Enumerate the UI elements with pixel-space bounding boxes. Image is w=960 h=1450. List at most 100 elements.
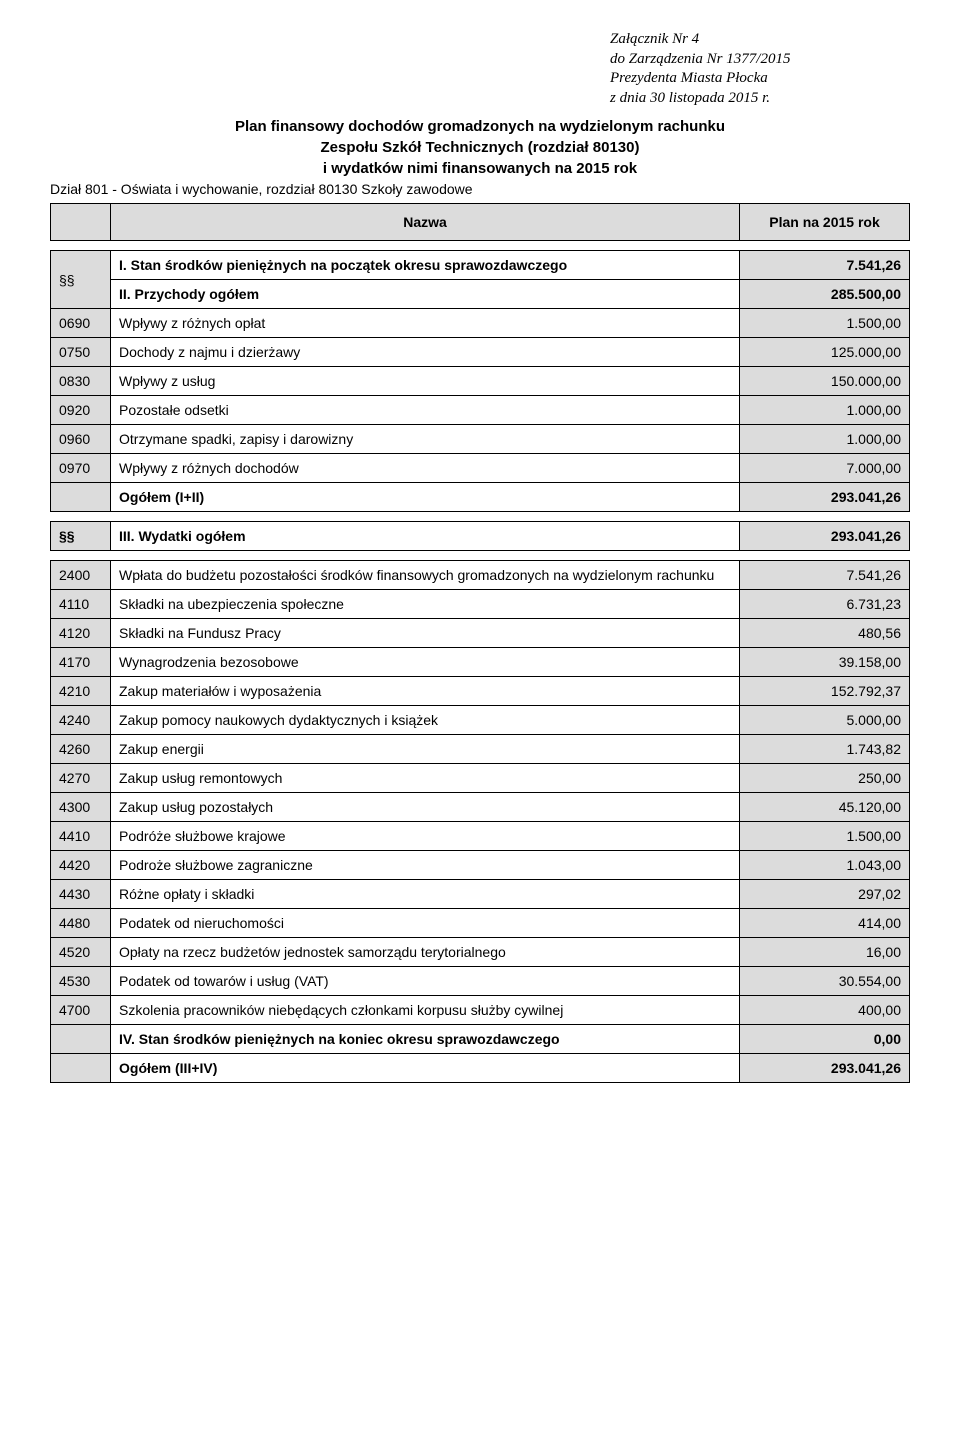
- row-name: Zakup usług pozostałych: [111, 793, 740, 822]
- row-code: 4240: [51, 706, 111, 735]
- iv-empty: [51, 1025, 111, 1054]
- row-name: Zakup pomocy naukowych dydaktycznych i k…: [111, 706, 740, 735]
- dept-line: Dział 801 - Oświata i wychowanie, rozdzi…: [50, 181, 910, 197]
- row-name: Składki na Fundusz Pracy: [111, 619, 740, 648]
- table-header-row: Nazwa Plan na 2015 rok: [51, 204, 910, 241]
- doc-title: Plan finansowy dochodów gromadzonych na …: [50, 116, 910, 179]
- table-row: 0920Pozostałe odsetki1.000,00: [51, 396, 910, 425]
- section-value: 285.500,00: [740, 280, 910, 309]
- row-name: Podroże służbowe zagraniczne: [111, 851, 740, 880]
- section-code: §§: [51, 251, 111, 309]
- section-label: I. Stan środków pieniężnych na początek …: [111, 251, 740, 280]
- row-value: 7.000,00: [740, 454, 910, 483]
- row-value: 400,00: [740, 996, 910, 1025]
- row-code: 2400: [51, 561, 111, 590]
- total-row: Ogółem (III+IV) 293.041,26: [51, 1054, 910, 1083]
- row-name: Szkolenia pracowników niebędących członk…: [111, 996, 740, 1025]
- table-row: 2400Wpłata do budżetu pozostałości środk…: [51, 561, 910, 590]
- row-name: Zakup energii: [111, 735, 740, 764]
- table-row: 4480Podatek od nieruchomości414,00: [51, 909, 910, 938]
- header-empty: [51, 204, 111, 241]
- total-label: Ogółem (I+II): [111, 483, 740, 512]
- spacer: [51, 512, 910, 522]
- iv-label: IV. Stan środków pieniężnych na koniec o…: [111, 1025, 740, 1054]
- row-value: 1.000,00: [740, 396, 910, 425]
- row-code: 4120: [51, 619, 111, 648]
- row-value: 150.000,00: [740, 367, 910, 396]
- table-row: 0830Wpływy z usług150.000,00: [51, 367, 910, 396]
- total-value: 293.041,26: [740, 483, 910, 512]
- table-row: 0750Dochody z najmu i dzierżawy125.000,0…: [51, 338, 910, 367]
- title-line: Plan finansowy dochodów gromadzonych na …: [50, 116, 910, 137]
- row-value: 1.743,82: [740, 735, 910, 764]
- section-row: §§ III. Wydatki ogółem 293.041,26: [51, 522, 910, 551]
- row-value: 125.000,00: [740, 338, 910, 367]
- row-value: 16,00: [740, 938, 910, 967]
- header-name: Nazwa: [111, 204, 740, 241]
- row-name: Różne opłaty i składki: [111, 880, 740, 909]
- attachment-line: Prezydenta Miasta Płocka: [610, 69, 910, 89]
- row-code: 4530: [51, 967, 111, 996]
- row-value: 39.158,00: [740, 648, 910, 677]
- row-value: 5.000,00: [740, 706, 910, 735]
- row-value: 1.500,00: [740, 309, 910, 338]
- attachment-line: z dnia 30 listopada 2015 r.: [610, 89, 910, 109]
- row-code: 4210: [51, 677, 111, 706]
- section-label: II. Przychody ogółem: [111, 280, 740, 309]
- attachment-block: Załącznik Nr 4 do Zarządzenia Nr 1377/20…: [610, 30, 910, 108]
- row-value: 297,02: [740, 880, 910, 909]
- row-code: 4430: [51, 880, 111, 909]
- row-value: 30.554,00: [740, 967, 910, 996]
- row-value: 480,56: [740, 619, 910, 648]
- row-code: 0690: [51, 309, 111, 338]
- row-code: 4520: [51, 938, 111, 967]
- row-value: 1.043,00: [740, 851, 910, 880]
- row-code: 4700: [51, 996, 111, 1025]
- row-code: 0970: [51, 454, 111, 483]
- row-code: 4260: [51, 735, 111, 764]
- title-line: Zespołu Szkół Technicznych (rozdział 801…: [50, 137, 910, 158]
- iv-row: IV. Stan środków pieniężnych na koniec o…: [51, 1025, 910, 1054]
- row-value: 152.792,37: [740, 677, 910, 706]
- section-row: II. Przychody ogółem 285.500,00: [51, 280, 910, 309]
- section-value: 293.041,26: [740, 522, 910, 551]
- header-plan: Plan na 2015 rok: [740, 204, 910, 241]
- table-row: 4170Wynagrodzenia bezosobowe39.158,00: [51, 648, 910, 677]
- table-row: 4270Zakup usług remontowych250,00: [51, 764, 910, 793]
- total-empty: [51, 483, 111, 512]
- table-row: 0960Otrzymane spadki, zapisy i darowizny…: [51, 425, 910, 454]
- table-row: 4260Zakup energii1.743,82: [51, 735, 910, 764]
- row-name: Podróże służbowe krajowe: [111, 822, 740, 851]
- table-row: 0690Wpływy z różnych opłat1.500,00: [51, 309, 910, 338]
- row-value: 45.120,00: [740, 793, 910, 822]
- row-name: Podatek od towarów i usług (VAT): [111, 967, 740, 996]
- table-row: 4110Składki na ubezpieczenia społeczne6.…: [51, 590, 910, 619]
- table-row: 4700Szkolenia pracowników niebędących cz…: [51, 996, 910, 1025]
- row-code: 4420: [51, 851, 111, 880]
- row-name: Wpływy z usług: [111, 367, 740, 396]
- section-row: §§ I. Stan środków pieniężnych na począt…: [51, 251, 910, 280]
- row-name: Wpływy z różnych dochodów: [111, 454, 740, 483]
- row-name: Wynagrodzenia bezosobowe: [111, 648, 740, 677]
- table-row: 4420Podroże służbowe zagraniczne1.043,00: [51, 851, 910, 880]
- total-row: Ogółem (I+II) 293.041,26: [51, 483, 910, 512]
- row-code: 4300: [51, 793, 111, 822]
- row-value: 1.000,00: [740, 425, 910, 454]
- row-code: 4410: [51, 822, 111, 851]
- row-value: 1.500,00: [740, 822, 910, 851]
- attachment-line: Załącznik Nr 4: [610, 30, 910, 50]
- title-line: i wydatków nimi finansowanych na 2015 ro…: [50, 158, 910, 179]
- total-value: 293.041,26: [740, 1054, 910, 1083]
- row-code: 0920: [51, 396, 111, 425]
- row-code: 0750: [51, 338, 111, 367]
- row-name: Otrzymane spadki, zapisy i darowizny: [111, 425, 740, 454]
- finance-table: Nazwa Plan na 2015 rok §§ I. Stan środkó…: [50, 203, 910, 1083]
- table-row: 4210Zakup materiałów i wyposażenia152.79…: [51, 677, 910, 706]
- row-name: Wpłata do budżetu pozostałości środków f…: [111, 561, 740, 590]
- row-value: 414,00: [740, 909, 910, 938]
- row-code: 4480: [51, 909, 111, 938]
- row-code: 0830: [51, 367, 111, 396]
- row-code: 4170: [51, 648, 111, 677]
- table-row: 4120Składki na Fundusz Pracy480,56: [51, 619, 910, 648]
- table-row: 4430Różne opłaty i składki297,02: [51, 880, 910, 909]
